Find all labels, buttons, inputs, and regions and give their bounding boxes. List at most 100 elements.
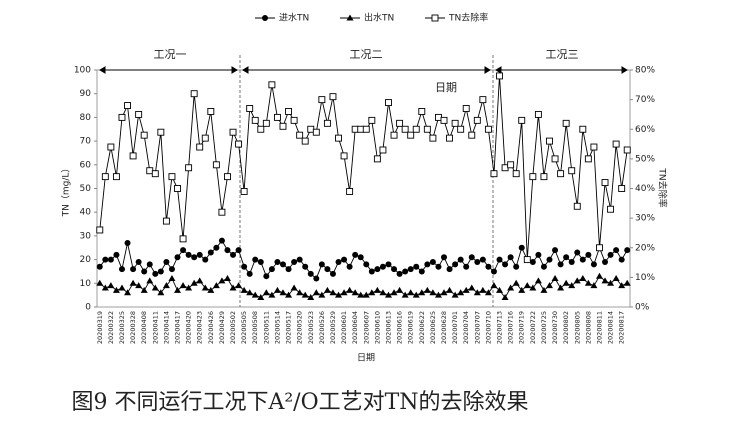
point — [351, 125, 359, 133]
point — [279, 289, 287, 296]
point — [384, 291, 392, 298]
point — [318, 261, 325, 268]
point — [374, 266, 381, 273]
point — [513, 263, 520, 270]
x-tick-label: 20200520 — [296, 311, 304, 344]
point — [223, 275, 231, 282]
point — [573, 202, 581, 210]
point — [130, 266, 137, 273]
point — [229, 284, 237, 291]
point — [496, 72, 503, 80]
point — [429, 289, 437, 296]
point — [157, 128, 165, 136]
point — [135, 258, 142, 265]
region-label: 工况一 — [154, 48, 187, 61]
point — [346, 14, 354, 21]
point — [235, 247, 242, 254]
point — [291, 258, 298, 265]
x-tick-label: 20200610 — [373, 311, 381, 344]
point — [201, 284, 209, 291]
series-line — [99, 75, 628, 260]
point — [213, 244, 220, 251]
point — [107, 282, 115, 289]
point — [207, 249, 214, 256]
point — [241, 263, 248, 270]
point — [502, 261, 509, 268]
point — [296, 256, 303, 263]
point — [451, 291, 459, 298]
y2-tick-label: 10% — [635, 273, 655, 283]
point — [407, 266, 414, 273]
point — [440, 116, 448, 124]
point — [385, 99, 392, 107]
point — [140, 286, 148, 293]
point — [573, 277, 581, 284]
point — [257, 258, 264, 265]
point — [340, 289, 348, 296]
x-tick-label: 20200508 — [251, 311, 259, 344]
point — [396, 286, 404, 293]
x-tick-label: 20200502 — [229, 311, 237, 344]
point — [518, 116, 526, 124]
point — [296, 289, 304, 296]
caption: 图9 不同运行工况下A²/O工艺对TN的去除效果 — [71, 390, 528, 415]
point — [351, 289, 359, 296]
y-axis-title: TN（mg/L） — [61, 164, 72, 218]
point — [357, 254, 364, 261]
point — [179, 282, 187, 289]
point — [301, 291, 309, 298]
point — [180, 247, 187, 254]
point — [457, 256, 464, 263]
point — [613, 247, 620, 254]
point — [551, 275, 559, 282]
point — [574, 249, 581, 256]
point — [429, 258, 436, 265]
point — [518, 286, 526, 293]
point — [601, 179, 609, 187]
point — [302, 263, 309, 270]
x-tick-label: 20200730 — [551, 311, 559, 344]
legend-label: TN去除率 — [448, 12, 488, 24]
point — [212, 161, 220, 169]
x-tick-label: 20200319 — [96, 311, 104, 344]
point — [407, 131, 415, 139]
point — [279, 261, 286, 268]
point — [362, 125, 370, 133]
region-label: 工况三 — [546, 48, 579, 61]
point — [246, 105, 254, 112]
y2-tick-label: 50% — [635, 154, 655, 164]
point — [607, 279, 615, 286]
point — [357, 125, 365, 133]
point — [435, 113, 442, 121]
point — [557, 261, 564, 268]
point — [479, 256, 486, 263]
point — [335, 258, 342, 265]
point — [273, 113, 281, 121]
point — [307, 270, 314, 277]
x-tick-label: 20200526 — [318, 311, 326, 344]
point — [268, 291, 276, 298]
point — [429, 134, 437, 142]
point — [362, 291, 370, 298]
point — [168, 173, 176, 181]
point — [329, 289, 337, 296]
point — [340, 152, 348, 160]
point — [285, 108, 292, 115]
region-arrows — [99, 66, 628, 74]
point — [568, 167, 576, 175]
x-tick-label: 20200802 — [562, 311, 570, 344]
x-tick-label: 20200805 — [573, 311, 581, 344]
point — [391, 266, 398, 273]
point — [579, 125, 587, 133]
point — [146, 277, 154, 284]
point — [212, 282, 220, 289]
point — [301, 137, 309, 145]
x-tick-label: 20200426 — [207, 311, 215, 344]
point — [113, 251, 120, 258]
point — [346, 188, 354, 195]
point — [262, 15, 268, 21]
point — [274, 258, 281, 265]
point — [451, 119, 459, 127]
point — [441, 254, 448, 261]
point — [312, 289, 320, 296]
